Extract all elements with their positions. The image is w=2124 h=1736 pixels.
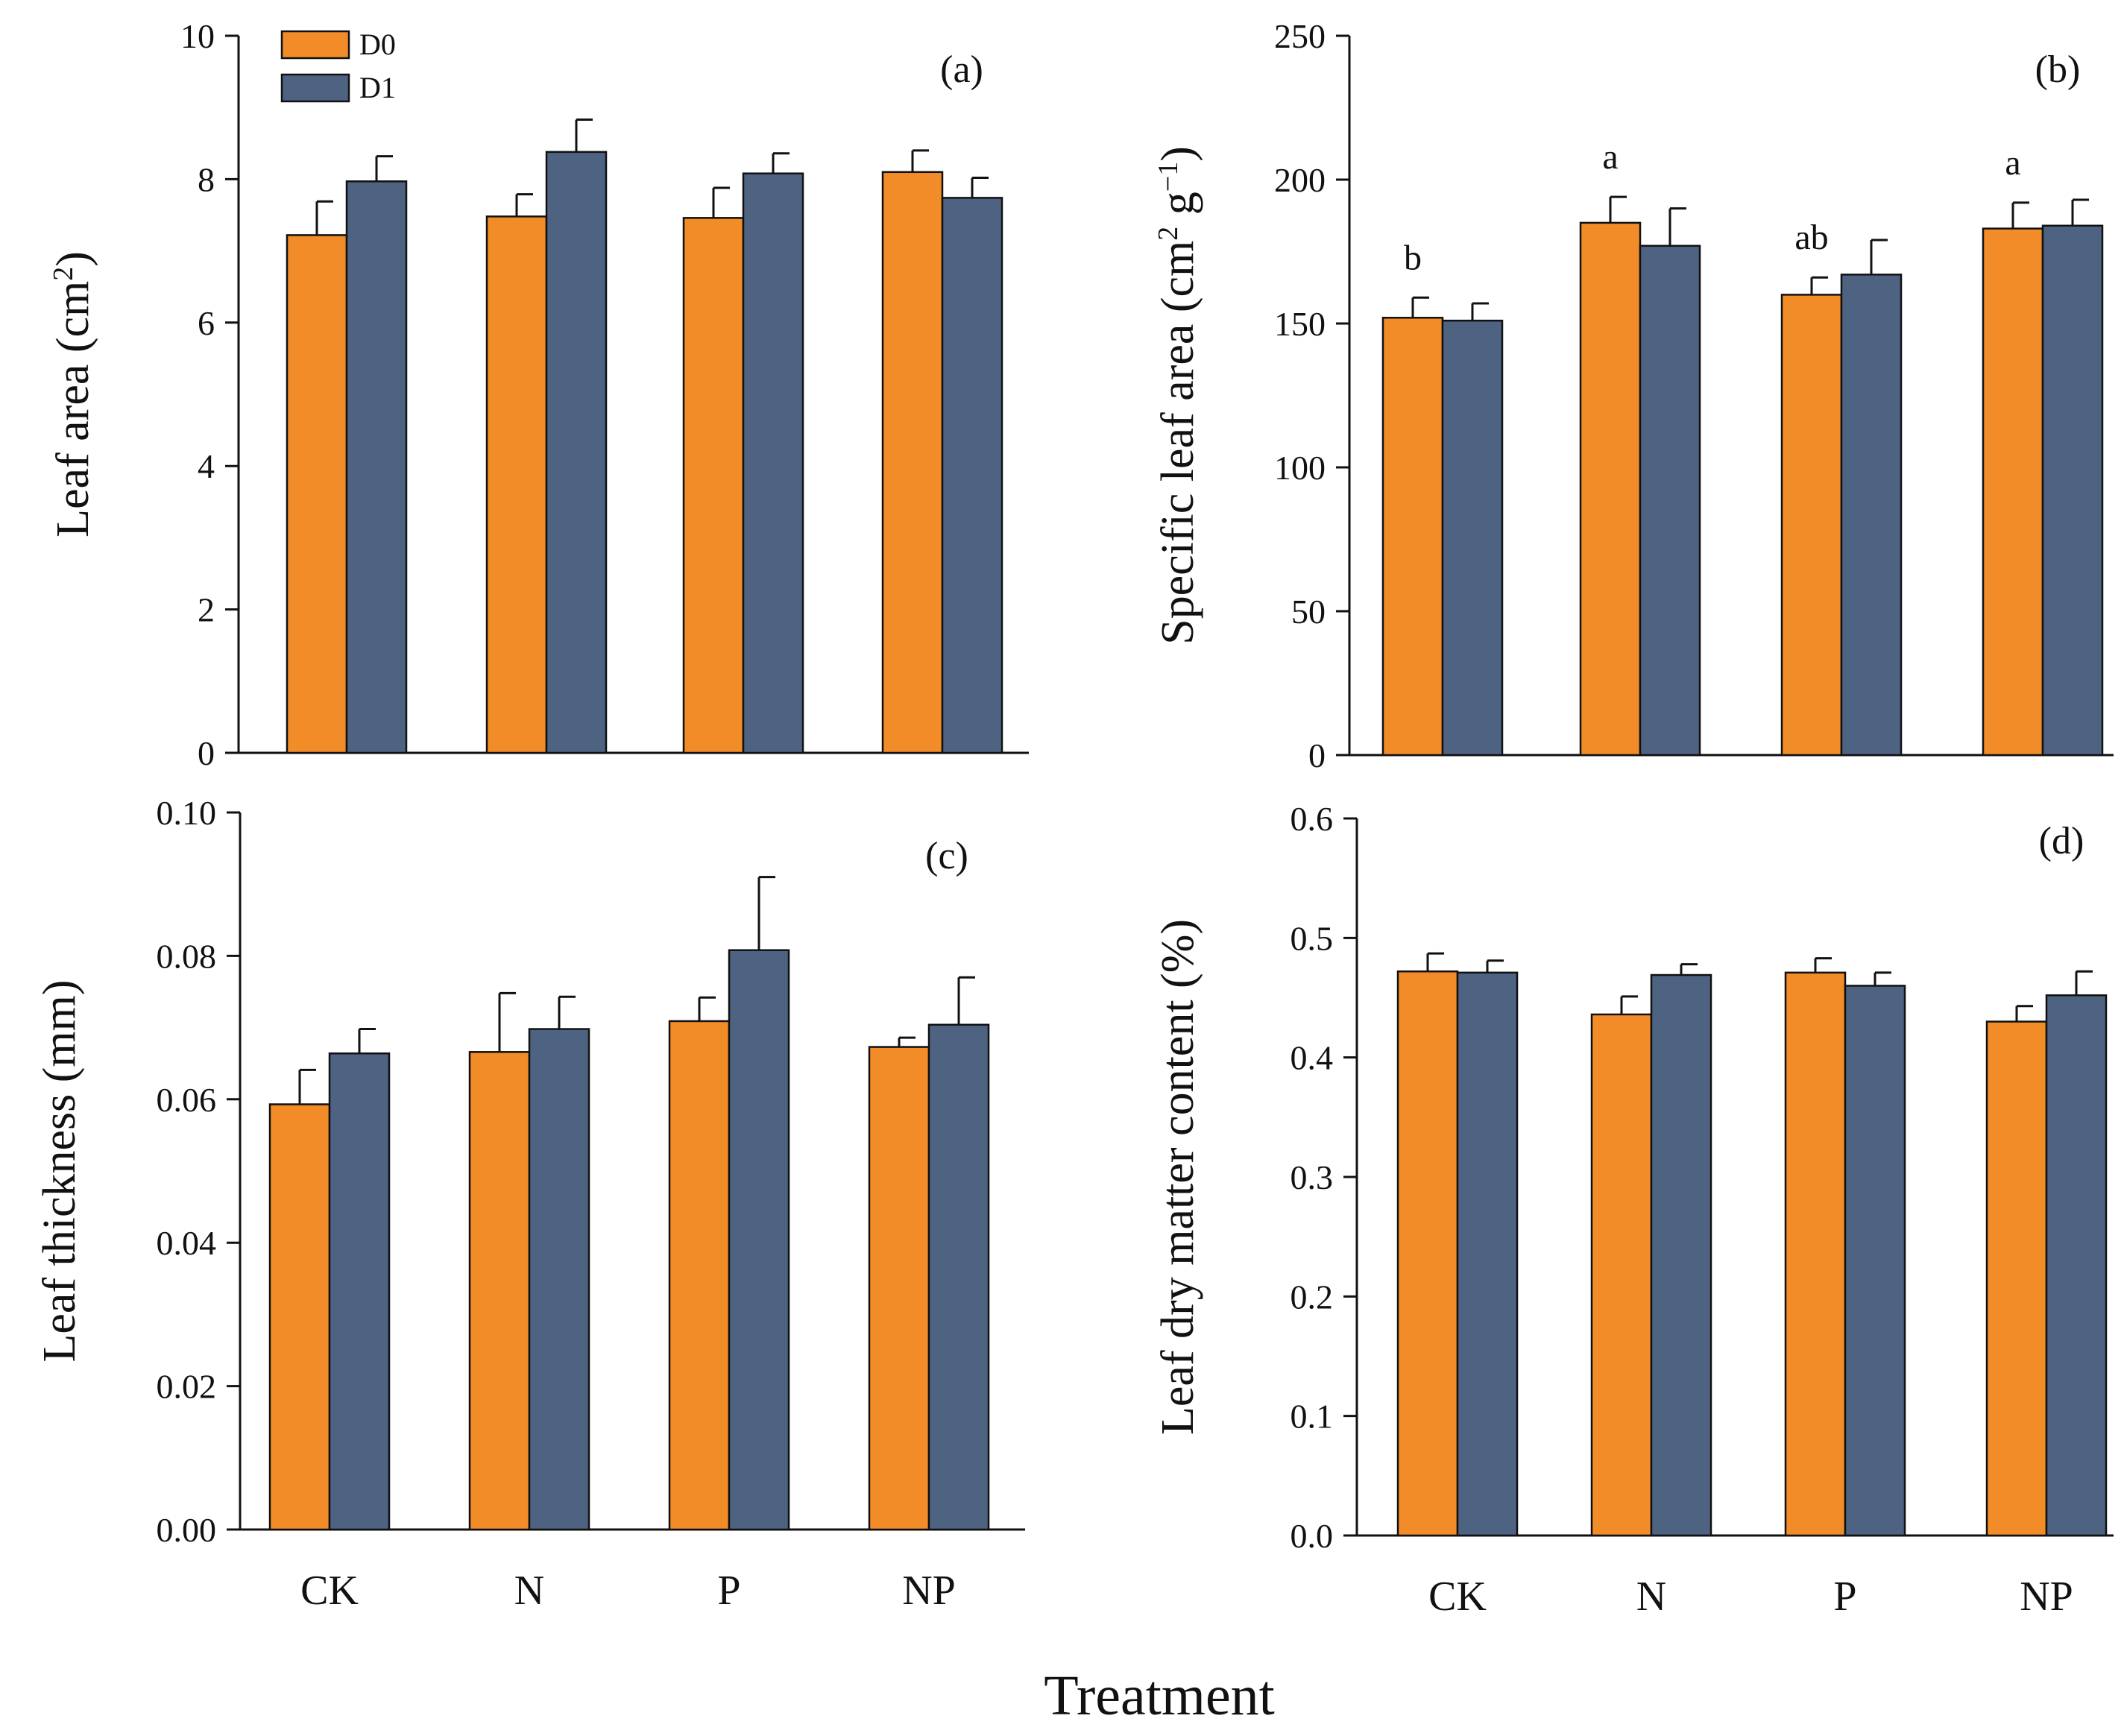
y-tick-label: 50 xyxy=(1291,593,1326,631)
y-tick-label: 0.10 xyxy=(157,794,217,832)
x-tick-label: NP xyxy=(902,1568,956,1614)
y-tick-label: 0.2 xyxy=(1291,1278,1334,1316)
bar-d0-p xyxy=(1780,294,1843,757)
bar-d0-p xyxy=(682,217,745,754)
y-tick-label: 0.0 xyxy=(1291,1517,1334,1555)
panel-d: 0.0 0.1 0.2 0.3 0.4 0.5 0.6 Leaf dry matter con… xyxy=(1153,800,2114,1620)
bar-d0-ck xyxy=(286,234,348,754)
significance-letter: a xyxy=(1602,137,1618,177)
bar-d1-p xyxy=(1844,985,1906,1537)
bar-d1-ck xyxy=(328,1052,391,1531)
bar-d0-n xyxy=(1590,1013,1653,1537)
y-tick-label: 0.6 xyxy=(1291,800,1334,838)
legend-swatch-d0 xyxy=(280,30,350,60)
y-tick-label: 10 xyxy=(180,17,215,55)
x-tick-label: N xyxy=(514,1568,544,1614)
bar-d1-p xyxy=(742,172,804,754)
legend-label-d1: D1 xyxy=(359,71,396,104)
significance-letter: b xyxy=(1404,238,1422,277)
bar-d0-np xyxy=(881,171,944,754)
bar-d0-p xyxy=(1784,971,1847,1537)
y-tick-label: 0 xyxy=(1308,736,1326,774)
y-tick-label: 0.04 xyxy=(157,1224,217,1262)
y-tick-label: 0.1 xyxy=(1291,1398,1334,1436)
y-tick-label: 0.00 xyxy=(157,1511,217,1549)
bar-d1-n xyxy=(545,151,608,754)
bar-d0-n xyxy=(468,1051,531,1531)
bar-d0-p xyxy=(668,1020,731,1531)
bar-d1-np xyxy=(941,197,1003,754)
panel-label: (b) xyxy=(2035,48,2081,91)
panel-b: 0 50 100 150 200 250 Specific leaf area (cm2 g… xyxy=(1153,17,2114,774)
bar-d1-p xyxy=(1840,274,1903,757)
bar-d1-n xyxy=(528,1028,590,1531)
bar-d1-np xyxy=(927,1023,990,1531)
x-axis-title: Treatment xyxy=(1044,1664,1275,1727)
panel-label: (c) xyxy=(925,835,968,877)
bar-d0-ck xyxy=(1396,970,1459,1537)
y-tick-label: 2 xyxy=(198,591,215,629)
bar-d0-np xyxy=(868,1046,930,1531)
y-tick-label: 0.08 xyxy=(157,937,217,975)
x-tick-label: NP xyxy=(2020,1574,2073,1620)
bar-d0-n xyxy=(1579,221,1642,757)
bar-d0-ck xyxy=(268,1103,331,1531)
panel-c: 0.00 0.02 0.04 0.06 0.08 0.10 Leaf thickness (… xyxy=(34,794,1025,1614)
bar-d1-n xyxy=(1639,244,1701,757)
bar-d0-np xyxy=(1985,1020,2048,1537)
bar-d1-np xyxy=(2041,224,2104,757)
legend-label-d0: D0 xyxy=(359,28,396,61)
y-tick-label: 0.3 xyxy=(1291,1158,1334,1196)
x-tick-label: P xyxy=(1833,1574,1856,1620)
significance-letter: a xyxy=(2005,143,2020,183)
y-axis-title: Specific leaf area (cm2 g−1) xyxy=(1153,146,1203,645)
y-axis-title: Leaf area (cm2) xyxy=(48,251,98,537)
y-axis-title: Leaf dry matter content (%) xyxy=(1153,919,1203,1435)
y-tick-label: 0.5 xyxy=(1291,919,1334,957)
bar-d0-n xyxy=(485,215,548,754)
legend-swatch-d1 xyxy=(280,73,350,103)
significance-letter: ab xyxy=(1794,218,1828,257)
y-tick-label: 100 xyxy=(1274,449,1326,487)
y-tick-label: 200 xyxy=(1274,161,1326,199)
y-tick-label: 0 xyxy=(198,734,215,772)
bar-d1-n xyxy=(1650,973,1712,1537)
y-tick-label: 150 xyxy=(1274,305,1326,343)
y-tick-label: 0.4 xyxy=(1291,1039,1334,1077)
y-tick-label: 0.02 xyxy=(157,1368,217,1406)
y-tick-label: 8 xyxy=(198,160,215,198)
y-tick-label: 0.06 xyxy=(157,1081,217,1119)
bar-d0-ck xyxy=(1381,317,1444,757)
y-tick-label: 6 xyxy=(198,304,215,342)
y-axis-title: Leaf thickness (mm) xyxy=(34,979,85,1362)
bar-d1-ck xyxy=(1441,319,1504,757)
bar-d1-np xyxy=(2045,994,2108,1537)
bar-d1-p xyxy=(728,949,790,1531)
y-tick-label: 4 xyxy=(198,447,215,485)
x-tick-label: CK xyxy=(300,1568,359,1614)
panel-label: (d) xyxy=(2039,820,2084,862)
x-tick-label: CK xyxy=(1428,1574,1487,1620)
y-tick-label: 250 xyxy=(1274,17,1326,55)
panel-label: (a) xyxy=(940,48,983,91)
bar-d1-ck xyxy=(345,180,408,754)
x-tick-label: P xyxy=(717,1568,740,1614)
x-tick-label: N xyxy=(1636,1574,1666,1620)
bar-d0-np xyxy=(1982,227,2044,757)
bar-d1-ck xyxy=(1456,971,1519,1537)
